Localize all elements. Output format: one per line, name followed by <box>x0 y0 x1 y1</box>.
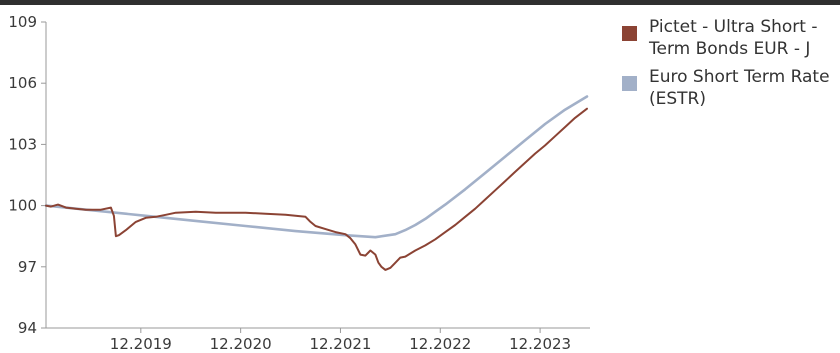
y-tick-label: 97 <box>18 258 37 276</box>
y-tick-label: 103 <box>8 135 37 153</box>
y-tick-label: 106 <box>8 74 37 92</box>
y-tick-label: 109 <box>8 13 37 31</box>
legend-item-pictet: Pictet - Ultra Short -Term Bonds EUR - J <box>622 16 837 60</box>
x-axis: 12.2019 12.2020 12.2021 12.2022 12.2023 <box>46 327 590 353</box>
y-tick-label: 100 <box>8 197 37 215</box>
x-tick-label: 12.2022 <box>409 335 471 353</box>
y-tick-label: 94 <box>18 319 37 337</box>
legend-label-pictet: Pictet - Ultra Short -Term Bonds EUR - J <box>649 17 818 59</box>
series-line-estr <box>44 95 589 239</box>
legend-swatch-estr <box>622 76 637 91</box>
legend-item-estr: Euro Short Term Rate (ESTR) <box>622 66 837 110</box>
series-lines <box>44 95 589 271</box>
x-tick-label: 12.2020 <box>210 335 272 353</box>
x-tick-label: 12.2021 <box>309 335 371 353</box>
y-axis: 94 97 100 103 106 109 <box>8 13 47 337</box>
x-tick-label: 12.2023 <box>509 335 571 353</box>
legend: Pictet - Ultra Short -Term Bonds EUR - J… <box>622 16 837 116</box>
legend-swatch-pictet <box>622 26 637 41</box>
legend-label-estr: Euro Short Term Rate (ESTR) <box>649 67 830 109</box>
x-tick-label: 12.2019 <box>110 335 172 353</box>
top-border <box>0 0 840 5</box>
series-line-pictet <box>45 107 588 271</box>
